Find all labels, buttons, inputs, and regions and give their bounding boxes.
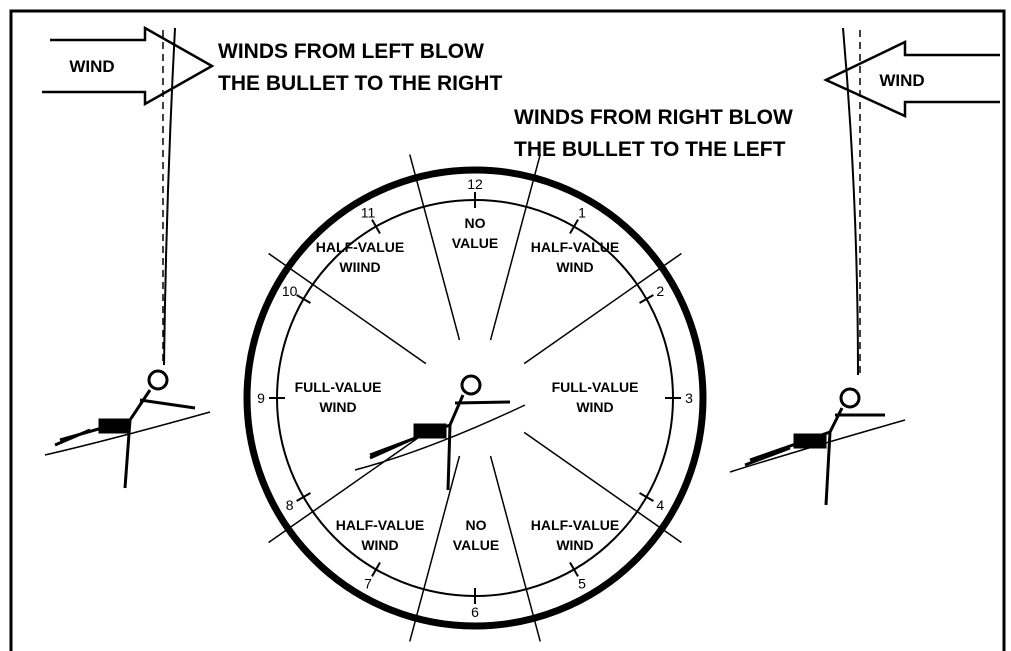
clock-tick (569, 219, 579, 234)
zone-divider (268, 252, 427, 365)
zone-divider (409, 455, 461, 642)
caption: WINDS FROM LEFT BLOW (218, 40, 484, 63)
wind-arrow-right (823, 40, 1000, 118)
clock-number: 7 (364, 575, 372, 591)
zone-divider (409, 154, 461, 341)
clock-tick (639, 492, 654, 502)
zone-label: WIND (319, 399, 356, 415)
zone-divider (523, 252, 682, 365)
clock-tick (296, 294, 311, 304)
zone-label: HALF-VALUE (531, 517, 619, 533)
zone-divider (523, 431, 682, 544)
zone-divider (489, 154, 541, 341)
zone-label: HALF-VALUE (336, 517, 424, 533)
clock-number: 12 (467, 176, 483, 192)
zone-label: WIND (556, 259, 593, 275)
zone-label: NO (465, 215, 486, 231)
clock-number: 3 (685, 390, 693, 406)
bullet-path (842, 27, 859, 376)
zone-label: HALF-VALUE (316, 239, 404, 255)
clock-number: 1 (578, 205, 586, 221)
caption: THE BULLET TO THE LEFT (514, 138, 786, 161)
clock-number: 5 (578, 575, 586, 591)
clock-number: 6 (471, 604, 479, 620)
outer-circle (243, 166, 707, 630)
zone-label: WIND (361, 537, 398, 553)
zone-label: HALF-VALUE (531, 239, 619, 255)
clock-number: 8 (286, 497, 294, 513)
wind-label: WIND (879, 71, 924, 90)
clock-number: 4 (656, 497, 664, 513)
zone-label: FULL-VALUE (552, 379, 639, 395)
clock-tick (569, 562, 579, 577)
caption: THE BULLET TO THE RIGHT (218, 72, 502, 95)
zone-divider (489, 455, 541, 642)
zone-label: VALUE (453, 537, 499, 553)
wind-arrow-left (42, 25, 215, 107)
zone-label: WIND (576, 399, 613, 415)
caption: WINDS FROM RIGHT BLOW (514, 106, 793, 129)
zone-label: WIND (556, 537, 593, 553)
bullet-path (163, 27, 176, 366)
clock-number: 2 (656, 283, 664, 299)
frame (9, 9, 1006, 651)
zone-label: FULL-VALUE (295, 379, 382, 395)
zone-label: WIIND (339, 259, 380, 275)
soldier-right (729, 387, 906, 506)
clock-number: 9 (257, 390, 265, 406)
soldier-center (354, 374, 526, 491)
zone-divider (268, 431, 427, 544)
zone-label: NO (466, 517, 487, 533)
clock-tick (371, 562, 381, 577)
clock-tick (371, 219, 381, 234)
zone-label: VALUE (452, 235, 498, 251)
clock-tick (296, 492, 311, 502)
soldier-left (44, 369, 211, 489)
clock-number: 11 (361, 205, 376, 221)
clock-number: 10 (282, 283, 298, 299)
wind-label: WIND (69, 57, 114, 76)
clock-tick (639, 294, 654, 304)
